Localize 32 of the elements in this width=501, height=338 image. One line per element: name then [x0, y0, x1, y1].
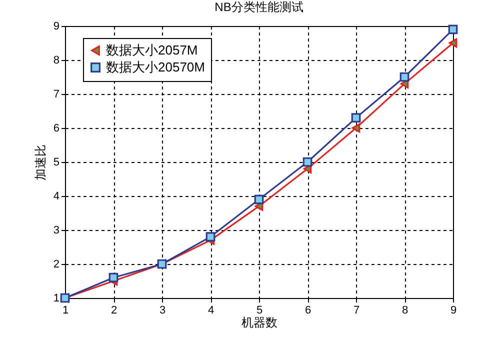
- x-tick-label: 5: [256, 304, 263, 316]
- y-tick-label: 5: [53, 156, 60, 168]
- x-axis-title: 机器数: [242, 316, 278, 330]
- point: [448, 38, 458, 48]
- x-tick-label: 4: [208, 304, 214, 316]
- x-tick-label: 9: [450, 304, 457, 316]
- y-axis-title: 加速比: [33, 144, 48, 180]
- chart-title: NB分类性能测试: [214, 0, 304, 14]
- y-tick-label: 3: [53, 224, 60, 236]
- x-tick-label: 1: [62, 304, 69, 316]
- x-tick-label: 2: [110, 304, 118, 316]
- point: [206, 232, 216, 242]
- x-tick-label: 6: [304, 304, 312, 316]
- point: [400, 72, 410, 82]
- y-tick-label: 4: [53, 190, 60, 202]
- y-tick-label: 1: [53, 292, 60, 304]
- point: [352, 123, 360, 133]
- y-tick-label: 2: [53, 258, 60, 270]
- y-tick-label: 9: [53, 20, 60, 32]
- point: [254, 194, 264, 204]
- y-tick-label: 7: [53, 88, 60, 100]
- x-tick-label: 3: [159, 304, 166, 316]
- y-tick-label: 8: [53, 54, 60, 66]
- x-tick-label: 8: [402, 304, 408, 316]
- x-tick-label: 7: [353, 304, 360, 316]
- point: [302, 157, 312, 167]
- legend-label: 数据大小20570M: [106, 60, 205, 74]
- y-tick-label: 6: [53, 122, 60, 134]
- point: [351, 113, 361, 122]
- legend-label: 数据大小2057M: [106, 42, 198, 58]
- point: [448, 24, 458, 34]
- point: [108, 272, 118, 282]
